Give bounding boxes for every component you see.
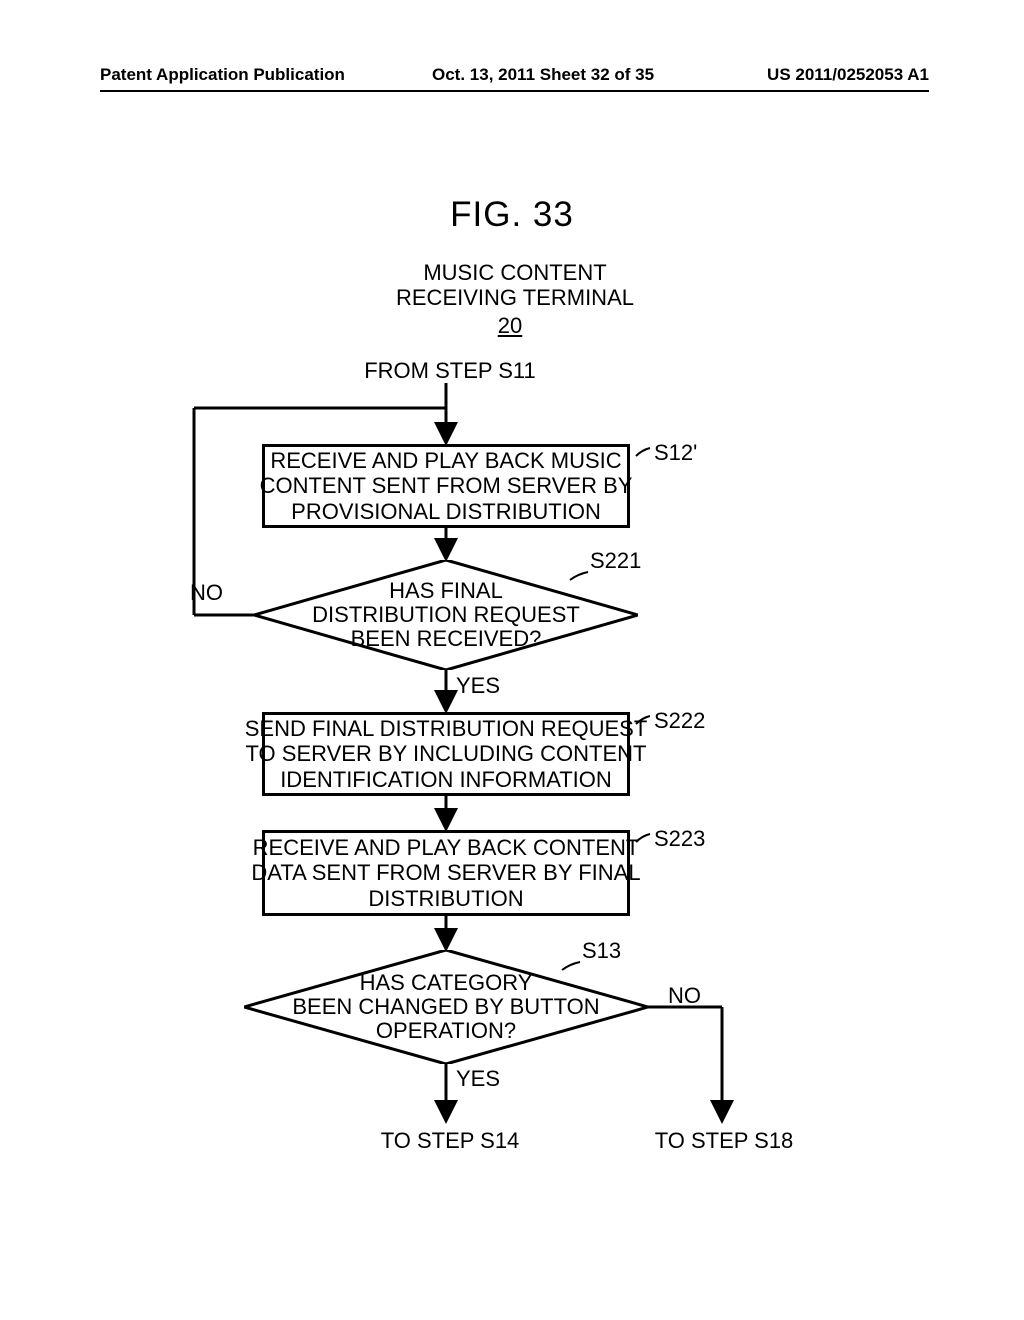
step-s221-diamond: HAS FINAL DISTRIBUTION REQUEST BEEN RECE… [254,560,638,670]
step-s12-box: RECEIVE AND PLAY BACK MUSIC CONTENT SENT… [262,444,630,528]
s13-no: NO [668,983,701,1008]
step-s13-label: S13 [582,938,621,963]
s221-yes: YES [456,673,500,698]
step-s12-label: S12' [654,440,697,465]
step-s221-label: S221 [590,548,641,573]
step-s222-label: S222 [654,708,705,733]
exit-right: TO STEP S18 [644,1128,804,1153]
step-s222-text: SEND FINAL DISTRIBUTION REQUEST TO SERVE… [245,716,648,792]
s13-yes: YES [456,1066,500,1091]
step-s223-label: S223 [654,826,705,851]
step-s13-text: HAS CATEGORY BEEN CHANGED BY BUTTON OPER… [244,950,648,1064]
step-s13-diamond: HAS CATEGORY BEEN CHANGED BY BUTTON OPER… [244,950,648,1064]
step-s223-box: RECEIVE AND PLAY BACK CONTENT DATA SENT … [262,830,630,916]
step-s221-text: HAS FINAL DISTRIBUTION REQUEST BEEN RECE… [254,560,638,670]
s221-no: NO [190,580,223,605]
step-s222-box: SEND FINAL DISTRIBUTION REQUEST TO SERVE… [262,712,630,796]
step-s223-text: RECEIVE AND PLAY BACK CONTENT DATA SENT … [251,835,640,911]
step-s12-text: RECEIVE AND PLAY BACK MUSIC CONTENT SENT… [260,448,633,524]
exit-left: TO STEP S14 [370,1128,530,1153]
